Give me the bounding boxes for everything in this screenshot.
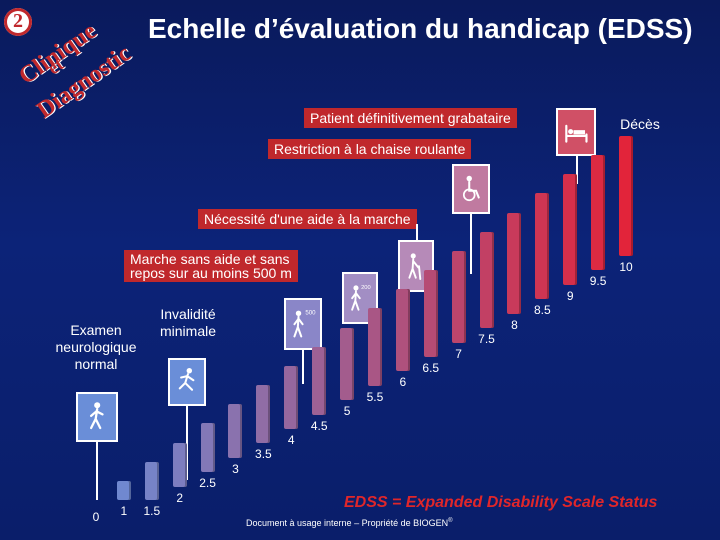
edss-tick-label: 8	[511, 317, 518, 332]
edss-bar-8	[507, 212, 522, 314]
walking-aid-stem	[416, 224, 418, 240]
label-wheelchair: Restriction à la chaise roulante	[268, 139, 472, 159]
edss-bar-1-5	[144, 461, 159, 500]
bed-icon	[564, 125, 588, 144]
edss-bar-7-5	[479, 231, 494, 329]
running-person-icon	[179, 368, 195, 392]
walk-500-pictogram: 500	[284, 298, 322, 350]
edss-tick-label: 6.5	[422, 360, 440, 375]
edss-tick-label: 7	[455, 346, 462, 361]
minimal-pictogram	[168, 358, 206, 406]
walking-person-icon	[89, 401, 104, 429]
edss-tick-label: 9.5	[589, 274, 607, 289]
edss-tick-label: 3	[232, 461, 239, 476]
edss-tick-label: 3.5	[255, 447, 272, 462]
label-normal: Examen neurologique normal	[44, 322, 148, 373]
edss-bar-5	[340, 327, 355, 401]
edss-bar-10	[619, 136, 633, 256]
edss-tick-label: 2	[176, 490, 184, 505]
bed-stem	[576, 156, 578, 184]
footer-note: Document à usage interne – Propriété de …	[246, 518, 453, 528]
edss-bar-8-5	[535, 193, 550, 300]
section-number: 2	[13, 10, 23, 32]
edss-bar-3	[228, 404, 243, 458]
edss-tick-label: 10	[619, 260, 633, 274]
edss-tick-label: 0	[92, 510, 100, 524]
normal-stem	[96, 442, 98, 500]
person-walking-200-icon: 200	[351, 285, 371, 311]
edss-bar-4	[284, 365, 299, 430]
edss-tick-label: 7.5	[478, 332, 495, 347]
picto-200-badge: 200	[361, 285, 371, 291]
edss-tick-label: 2.5	[199, 476, 216, 491]
edss-bar-2	[172, 442, 187, 487]
picto-500-badge: 500	[306, 309, 317, 316]
edss-tick-label: 1.5	[143, 504, 161, 518]
edss-bar-6-5	[423, 270, 438, 357]
page-title: Echelle d’évaluation du handicap (EDSS)	[148, 13, 693, 44]
label-normal-line3: normal	[74, 356, 118, 372]
edss-bar-5-5	[367, 308, 382, 386]
edss-bar-1	[116, 480, 131, 500]
label-walk-500-line1: Marche sans aide et sans	[130, 251, 290, 267]
edss-tick-label: 5.5	[366, 389, 384, 404]
normal-pictogram	[76, 392, 118, 442]
label-death: Décès	[620, 116, 660, 132]
person-walking-500-icon: 500	[293, 309, 317, 338]
edss-tick-label: 5	[343, 404, 351, 419]
label-walk-500: Marche sans aide et sans repos sur au mo…	[124, 250, 298, 282]
person-with-cane-icon	[408, 253, 422, 280]
section-number-badge: 2	[4, 8, 32, 36]
edss-bar-2-5	[200, 423, 215, 473]
walk-500-stem	[302, 350, 304, 384]
label-normal-line2: neurologique	[55, 339, 137, 355]
edss-bar-3-5	[256, 385, 271, 444]
wheelchair-stem	[470, 214, 472, 274]
label-minimal: Invalidité minimale	[146, 306, 230, 340]
footer-note-text: Document à usage interne – Propriété de …	[246, 518, 449, 528]
edss-bar-9-5	[591, 155, 606, 271]
minimal-stem	[186, 406, 188, 480]
edss-tick-label: 6	[399, 375, 407, 390]
edss-definition: EDSS = Expanded Disability Scale Status	[344, 494, 658, 511]
edss-bar-7	[451, 250, 466, 343]
wheelchair-icon	[463, 175, 481, 201]
label-bedridden: Patient définitivement grabataire	[304, 108, 517, 128]
edss-tick-label: 9	[566, 288, 574, 303]
bed-pictogram	[556, 108, 596, 156]
edss-tick-label: 4	[287, 433, 295, 448]
label-minimal-line2: minimale	[159, 323, 216, 339]
label-walking-aid: Nécessité d'une aide à la marche	[198, 209, 417, 229]
wheelchair-pictogram	[452, 164, 490, 214]
edss-bar-9	[563, 174, 578, 285]
label-normal-line1: Examen	[70, 322, 122, 338]
edss-tick-label: 4.5	[310, 418, 328, 433]
edss-tick-label: 1	[120, 504, 128, 518]
label-walk-500-line2: repos sur au moins 500 m	[130, 265, 292, 281]
label-minimal-line1: Invalidité	[160, 306, 216, 322]
edss-bar-4-5	[312, 346, 327, 415]
edss-tick-label: 8.5	[533, 303, 551, 318]
footer-registered: ®	[448, 518, 453, 524]
edss-bar-6	[395, 289, 410, 372]
